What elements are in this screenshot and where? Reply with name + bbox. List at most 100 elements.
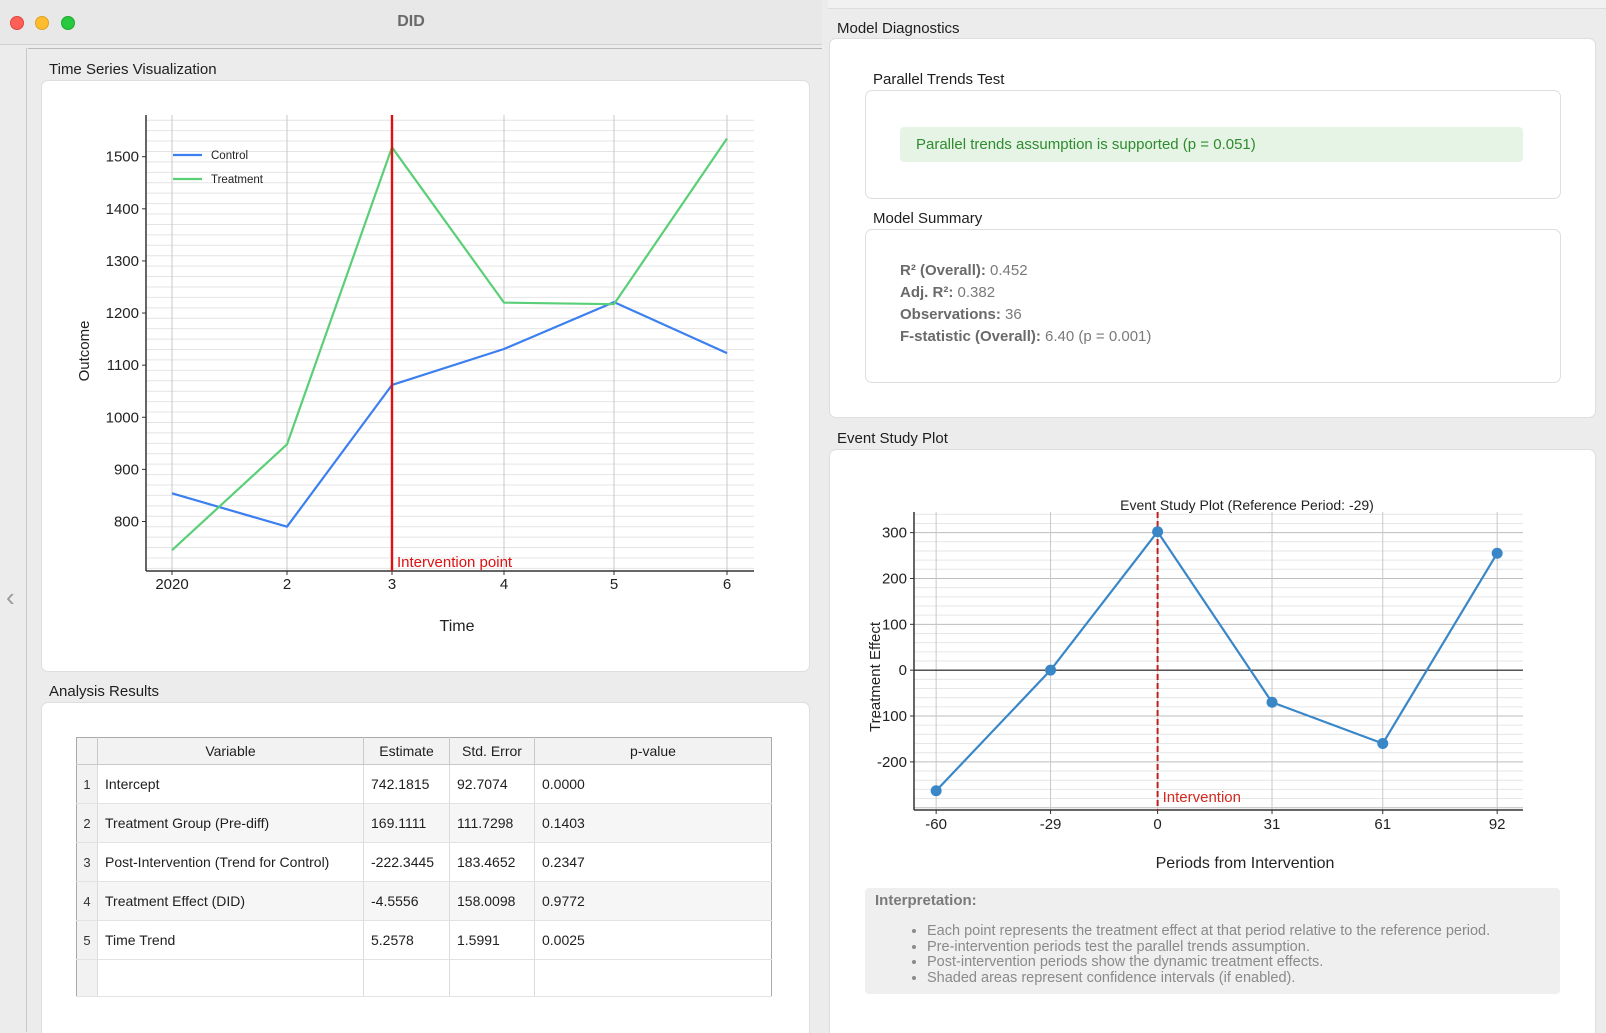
effect-line bbox=[935, 530, 1499, 792]
y-tick-label: 1100 bbox=[107, 357, 139, 374]
model-summary-panel bbox=[865, 229, 1561, 383]
p-value-cell[interactable]: 0.0025 bbox=[534, 920, 772, 960]
title-bar: DID bbox=[0, 0, 822, 45]
y-tick-label: 0 bbox=[899, 662, 907, 679]
x-tick-label: -60 bbox=[925, 816, 947, 833]
p-value-cell[interactable]: 0.2347 bbox=[534, 842, 772, 882]
parallel-trends-status: Parallel trends assumption is supported … bbox=[900, 127, 1523, 162]
y-tick-label: 1400 bbox=[106, 201, 139, 218]
r2-line: R² (Overall): 0.452 bbox=[900, 262, 1028, 279]
data-point bbox=[1045, 664, 1057, 676]
std-error-cell[interactable]: 92.7074 bbox=[449, 764, 535, 804]
zoom-window-button[interactable] bbox=[61, 16, 75, 30]
results-table: Variable Estimate Std. Error p-value 1 I… bbox=[76, 737, 772, 997]
row-number: 2 bbox=[76, 803, 98, 843]
time-series-chart: Outcome Time 800 900 1000 1100 1200 1300 1400 1… bbox=[76, 115, 754, 635]
interpretation-box: Interpretation: Each point represents th… bbox=[865, 888, 1560, 994]
column-header-p-value[interactable]: p-value bbox=[534, 737, 772, 765]
p-value-cell[interactable]: 0.1403 bbox=[534, 803, 772, 843]
adj-r2-line: Adj. R²: 0.382 bbox=[900, 284, 996, 301]
x-tick-label: 2020 bbox=[155, 576, 188, 593]
chart-title: Event Study Plot (Reference Period: -29) bbox=[1120, 497, 1374, 513]
y-tick-label: 100 bbox=[882, 616, 907, 633]
observations-line: Observations: 36 bbox=[900, 306, 1022, 323]
x-tick-label: 6 bbox=[723, 576, 731, 593]
top-strip bbox=[828, 0, 1606, 9]
table-row[interactable]: 4 Treatment Effect (DID) -4.5556 158.009… bbox=[76, 881, 772, 921]
y-tick-label: 300 bbox=[882, 525, 907, 542]
table-header-row: Variable Estimate Std. Error p-value bbox=[76, 737, 772, 765]
interpretation-title: Interpretation: bbox=[875, 892, 977, 909]
data-point bbox=[930, 785, 942, 797]
corner-cell bbox=[76, 737, 98, 765]
event-study-group-title: Event Study Plot bbox=[837, 430, 948, 447]
data-point bbox=[1491, 547, 1503, 559]
x-tick-label: 92 bbox=[1489, 816, 1506, 833]
column-header-estimate[interactable]: Estimate bbox=[363, 737, 450, 765]
diagnostics-group-title: Model Diagnostics bbox=[837, 20, 960, 37]
y-tick-label: 800 bbox=[114, 513, 139, 530]
std-error-cell[interactable]: 183.4652 bbox=[449, 842, 535, 882]
table-row[interactable]: 3 Post-Intervention (Trend for Control) … bbox=[76, 842, 772, 882]
estimate-cell[interactable]: 5.2578 bbox=[363, 920, 450, 960]
table-row[interactable]: 2 Treatment Group (Pre-diff) 169.1111 11… bbox=[76, 803, 772, 843]
estimate-cell[interactable]: -222.3445 bbox=[363, 842, 450, 882]
estimate-cell[interactable]: 742.1815 bbox=[363, 764, 450, 804]
row-number: 3 bbox=[76, 842, 98, 882]
legend-label: Control bbox=[211, 150, 248, 162]
row-number: 1 bbox=[76, 764, 98, 804]
p-value-cell[interactable]: 0.9772 bbox=[534, 881, 772, 921]
x-tick-label: 3 bbox=[388, 576, 396, 593]
table-row[interactable]: 1 Intercept 742.1815 92.7074 0.0000 bbox=[76, 764, 772, 804]
p-value-cell[interactable]: 0.0000 bbox=[534, 764, 772, 804]
variable-cell[interactable]: Intercept bbox=[97, 764, 364, 804]
x-axis-label: Periods from Intervention bbox=[1156, 855, 1335, 872]
variable-cell[interactable]: Time Trend bbox=[97, 920, 364, 960]
legend-label: Treatment bbox=[211, 174, 264, 186]
variable-cell[interactable]: Post-Intervention (Trend for Control) bbox=[97, 842, 364, 882]
f-statistic-line: F-statistic (Overall): 6.40 (p = 0.001) bbox=[900, 328, 1152, 345]
estimate-cell[interactable]: -4.5556 bbox=[363, 881, 450, 921]
column-header-std-error[interactable]: Std. Error bbox=[449, 737, 535, 765]
x-tick-label: 0 bbox=[1153, 816, 1161, 833]
y-axis-label: Outcome bbox=[76, 321, 93, 382]
close-window-button[interactable] bbox=[10, 16, 24, 30]
y-tick-label: 1300 bbox=[106, 253, 139, 270]
estimate-cell[interactable]: 169.1111 bbox=[363, 803, 450, 843]
list-item: Shaded areas represent confidence interv… bbox=[927, 970, 1490, 987]
variable-cell[interactable]: Treatment Effect (DID) bbox=[97, 881, 364, 921]
std-error-cell[interactable]: 1.5991 bbox=[449, 920, 535, 960]
variable-cell[interactable]: Treatment Group (Pre-diff) bbox=[97, 803, 364, 843]
event-study-panel: Event Study Plot (Reference Period: -29)… bbox=[829, 449, 1596, 1033]
y-tick-label: 1000 bbox=[106, 409, 139, 426]
list-item: Pre-intervention periods test the parall… bbox=[927, 939, 1490, 956]
x-axis-label: Time bbox=[440, 618, 475, 635]
y-tick-label: 200 bbox=[882, 570, 907, 587]
data-point bbox=[1266, 696, 1278, 708]
ts-chart-panel: Outcome Time 800 900 1000 1100 1200 1300 1400 1… bbox=[41, 80, 810, 672]
y-tick-label: 1500 bbox=[106, 149, 139, 166]
data-point bbox=[1152, 526, 1164, 538]
collapse-panel-arrow-icon[interactable]: ‹ bbox=[6, 582, 15, 612]
list-item: Each point represents the treatment effe… bbox=[927, 923, 1490, 940]
y-tick-label: 900 bbox=[114, 461, 139, 478]
y-tick-label: 1200 bbox=[106, 305, 139, 322]
row-number: 4 bbox=[76, 881, 98, 921]
data-point bbox=[1377, 738, 1389, 750]
x-tick-label: 61 bbox=[1374, 816, 1391, 833]
results-group-title: Analysis Results bbox=[49, 683, 160, 700]
minimize-window-button[interactable] bbox=[35, 16, 49, 30]
std-error-cell[interactable]: 158.0098 bbox=[449, 881, 535, 921]
x-tick-label: 5 bbox=[610, 576, 618, 593]
list-item: Post-intervention periods show the dynam… bbox=[927, 954, 1490, 971]
ts-group-title: Time Series Visualization bbox=[49, 61, 217, 78]
row-number: 5 bbox=[76, 920, 98, 960]
intervention-label: Intervention bbox=[1163, 789, 1241, 806]
table-row[interactable]: 5 Time Trend 5.2578 1.5991 0.0025 bbox=[76, 920, 772, 960]
series-line-treatment bbox=[171, 137, 728, 551]
series-line-control bbox=[171, 300, 728, 528]
x-tick-label: 4 bbox=[500, 576, 508, 593]
std-error-cell[interactable]: 111.7298 bbox=[449, 803, 535, 843]
model-summary-stats: R² (Overall): 0.452 Adj. R²: 0.382 Obser… bbox=[900, 260, 1151, 348]
column-header-variable[interactable]: Variable bbox=[97, 737, 364, 765]
